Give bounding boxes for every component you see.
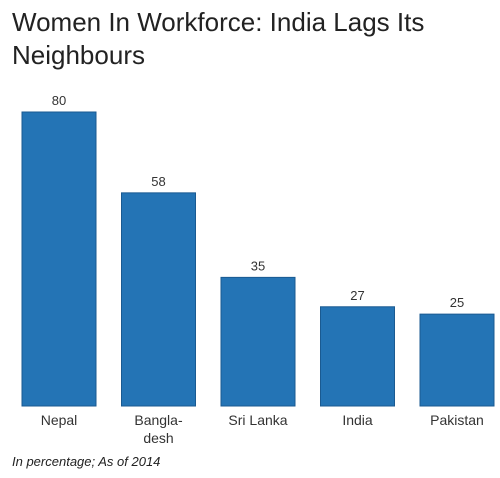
data-label: 27 (350, 288, 364, 303)
chart-title: Women In Workforce: India Lags Its Neigh… (12, 7, 425, 70)
bar (419, 313, 495, 407)
data-label: 35 (251, 258, 265, 273)
category-label: Pakistan (430, 412, 484, 428)
data-label: 58 (151, 174, 165, 189)
data-label: 80 (52, 93, 66, 108)
category-label: Bangla- (134, 412, 183, 428)
chart-note: In percentage; As of 2014 (12, 454, 161, 469)
bar (21, 111, 97, 407)
category-label: Nepal (41, 412, 78, 428)
bar (121, 192, 196, 407)
bar (220, 276, 296, 407)
bar (320, 306, 395, 407)
category-label: India (342, 412, 373, 428)
data-label: 25 (450, 295, 464, 310)
category-label: Sri Lanka (228, 412, 287, 428)
category-label: desh (143, 430, 173, 446)
